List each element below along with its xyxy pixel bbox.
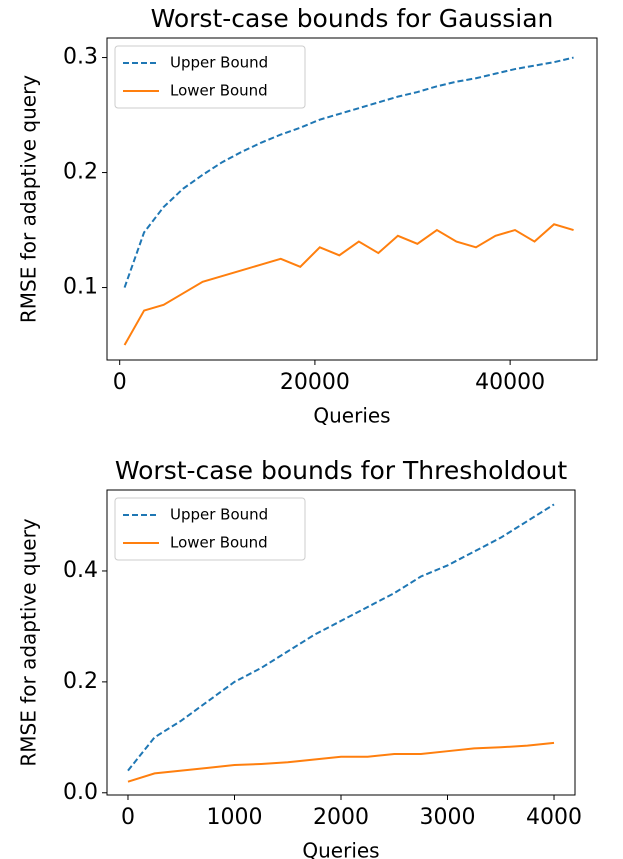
y-tick-label: 0.2	[63, 669, 98, 694]
series-line	[127, 503, 555, 772]
y-tick-label: 0.3	[63, 45, 98, 70]
x-tick-label: 4000	[526, 805, 582, 830]
y-axis-label: RMSE for adaptive query	[17, 518, 41, 766]
y-axis-label: RMSE for adaptive query	[17, 75, 41, 323]
y-tick-label: 0.1	[63, 275, 98, 300]
y-tick-label: 0.2	[63, 160, 98, 185]
series-line	[127, 741, 555, 783]
series-line	[123, 223, 574, 346]
y-tick-label: 0.0	[63, 780, 98, 805]
legend-label: Upper Bound	[170, 54, 268, 72]
plot-frame	[106, 489, 576, 796]
x-tick-label: 0	[113, 370, 127, 395]
y-tick-label: 0.4	[63, 558, 98, 583]
legend-label: Lower Bound	[170, 534, 268, 552]
legend-box	[114, 45, 306, 109]
legend-label: Lower Bound	[170, 82, 268, 100]
chart-title: Worst-case bounds for Gaussian	[151, 4, 554, 33]
x-axis-label: Queries	[313, 404, 390, 428]
x-tick-label: 40000	[475, 370, 545, 395]
x-tick-label: 1000	[206, 805, 262, 830]
chart-title: Worst-case bounds for Thresholdout	[115, 456, 567, 485]
legend-box	[114, 497, 306, 561]
x-tick-label: 2000	[313, 805, 369, 830]
x-tick-label: 0	[121, 805, 135, 830]
series-line	[123, 56, 574, 288]
x-tick-label: 20000	[280, 370, 350, 395]
x-tick-label: 3000	[420, 805, 476, 830]
x-axis-label: Queries	[302, 839, 379, 859]
legend-label: Upper Bound	[170, 506, 268, 524]
plot-frame	[106, 37, 598, 361]
